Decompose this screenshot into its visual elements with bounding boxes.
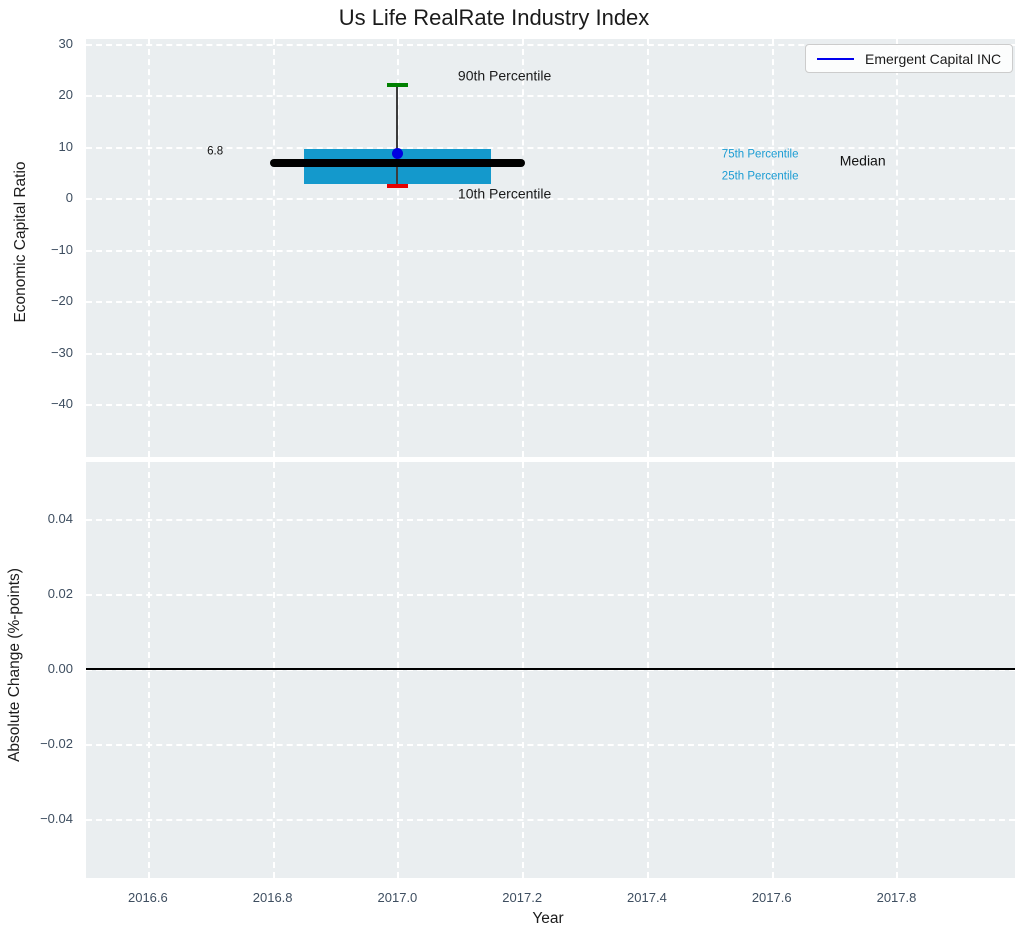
whisker-line [396,85,399,186]
gridline-horizontal [85,818,1015,821]
x-tick-label: 2017.8 [876,890,917,905]
x-tick-label: 2016.6 [127,890,168,905]
bottom-y-tick-label: 0.00 [47,660,73,676]
x-tick-label: 2017.2 [502,890,543,905]
annotation-25th-percentile: 25th Percentile [721,170,799,183]
bottom-y-tick-label: 0.02 [47,585,73,601]
x-tick-label: 2017.0 [377,890,418,905]
zero-line [85,667,1015,670]
annotation-90th-percentile: 90th Percentile [457,67,552,84]
top-y-tick-label: 20 [58,87,73,103]
x-tick-label: 2016.8 [252,890,293,905]
gridline-horizontal [85,301,1015,304]
company-marker [391,147,403,159]
p90-cap [386,83,408,88]
top-y-tick-label: −20 [50,293,73,309]
gridline-horizontal [85,404,1015,407]
top-y-tick-label: 30 [58,35,73,51]
legend: Emergent Capital INC [805,44,1014,73]
bottom-y-tick-label: −0.02 [40,735,73,751]
gridline-vertical [147,39,150,457]
top-plot-area: 90th Percentile 10th Percentile 75th Perce… [85,39,1015,457]
top-y-tick-label: 0 [65,190,73,206]
gridline-horizontal [85,95,1015,98]
top-y-tick-label: −10 [50,241,73,257]
legend-label: Emergent Capital INC [865,50,1002,67]
x-tick-label: 2017.4 [627,890,667,905]
annotation-75th-percentile: 75th Percentile [721,148,799,161]
gridline-horizontal [85,43,1015,46]
chart-title: Us Life RealRate Industry Index [338,5,650,30]
gridline-horizontal [85,249,1015,252]
gridline-horizontal [85,518,1015,521]
gridline-horizontal [85,146,1015,149]
legend-line-swatch [817,57,854,60]
gridline-vertical [771,39,774,457]
gridline-horizontal [85,352,1015,355]
top-y-tick-label: −30 [50,344,73,360]
top-y-tick-label: 10 [58,138,73,154]
gridline-horizontal [85,668,1015,671]
gridline-horizontal [85,198,1015,201]
gridline-horizontal [85,743,1015,746]
gridline-vertical [896,39,899,457]
top-y-tick-label: −40 [50,396,73,412]
bottom-y-tick-label: −0.04 [40,810,73,826]
gridline-horizontal [85,593,1015,596]
bottom-y-tick-label: 0.04 [47,510,73,526]
gridline-vertical [522,39,525,457]
p10-cap [386,183,408,188]
gridline-vertical [646,39,649,457]
gridline-vertical [272,39,275,457]
gridline-vertical [397,39,400,457]
bottom-plot-area [85,462,1015,878]
median-line [269,159,526,168]
x-axis-label: Year [532,910,564,927]
annotation-10th-percentile: 10th Percentile [457,184,552,201]
annotation-median: Median [839,152,886,169]
x-tick-label: 2017.6 [751,890,792,905]
annotation-6-8: 6.8 [207,145,224,158]
